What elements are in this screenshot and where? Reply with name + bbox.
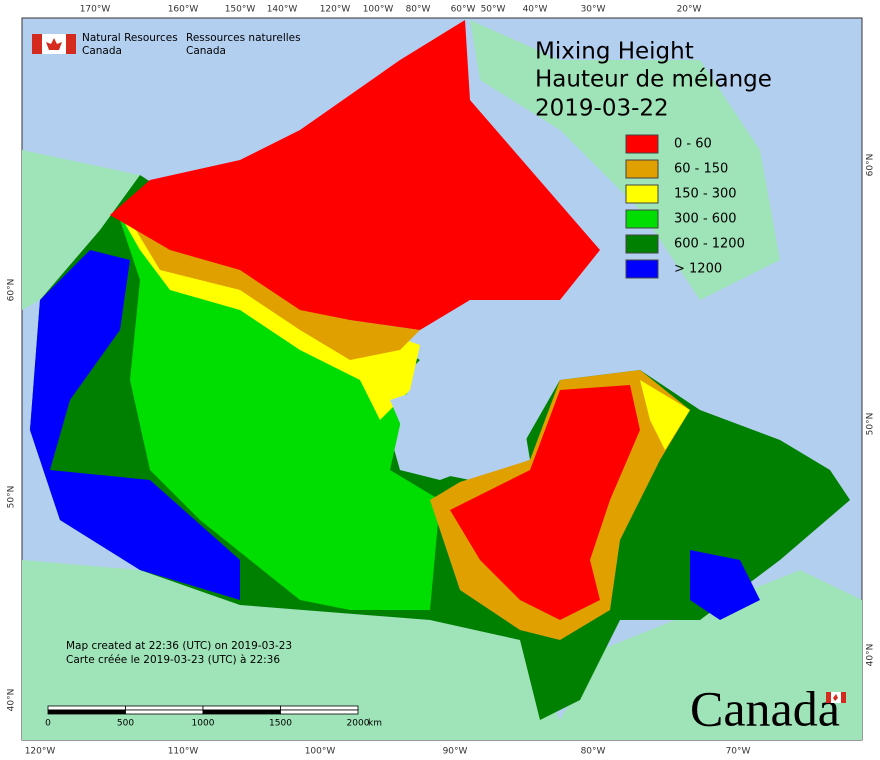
legend-swatch (625, 184, 659, 204)
longitude-label: 150°W (225, 5, 256, 15)
scale-label: 2000 (347, 719, 370, 729)
legend-label: 150 - 300 (674, 187, 737, 202)
credit: Carte créée le 2019-03-23 (UTC) à 22:36 (66, 654, 280, 666)
longitude-label: 80°W (406, 5, 431, 15)
scale-label: 0 (45, 719, 51, 729)
map-date: 2019-03-22 (535, 96, 669, 122)
legend-swatch (625, 134, 659, 154)
scale-label: 1000 (192, 719, 215, 729)
legend-swatch (625, 209, 659, 229)
canada-zones (30, 20, 850, 720)
scale-label: 500 (117, 719, 134, 729)
longitude-label: 170°W (80, 5, 111, 15)
latitude-label: 60°N (866, 154, 876, 177)
scale-segment (125, 709, 204, 715)
canada-flag-logo (32, 34, 76, 54)
longitude-label: 120°W (25, 747, 56, 757)
longitude-label: 70°W (726, 747, 751, 757)
canada-wordmark: Canada (690, 680, 846, 736)
longitude-label: 20°W (677, 5, 702, 15)
map-title: Hauteur de mélange (535, 67, 772, 93)
wordmark: Canada (690, 680, 840, 736)
scale-segment (202, 705, 281, 711)
latitude-label: 40°N (866, 644, 876, 667)
legend-swatch (625, 259, 659, 279)
scale-segment (280, 709, 359, 715)
scale-segment (125, 705, 204, 711)
longitude-label: 50°W (481, 5, 506, 15)
logo-text: Canada (82, 45, 122, 57)
map-title: Mixing Height (535, 39, 694, 65)
scale-segment (47, 709, 126, 715)
scale-segment (280, 705, 359, 711)
scale-segment (47, 705, 126, 711)
logo-text: Canada (186, 45, 226, 57)
longitude-label: 40°W (523, 5, 548, 15)
longitude-label: 80°W (581, 747, 606, 757)
legend-label: 300 - 600 (674, 212, 737, 227)
foreign-land (22, 20, 862, 740)
latitude-label: 60°N (7, 279, 17, 302)
logo-text: Ressources naturelles (186, 32, 301, 44)
legend-label: > 1200 (674, 262, 722, 277)
latitude-label: 50°N (866, 413, 876, 436)
logo-text: Natural Resources (82, 32, 178, 44)
scale-unit: km (368, 719, 382, 729)
longitude-label: 120°W (320, 5, 351, 15)
credit: Map created at 22:36 (UTC) on 2019-03-23 (66, 640, 292, 652)
scale-segment (202, 709, 281, 715)
legend-label: 0 - 60 (674, 137, 712, 152)
legend-label: 60 - 150 (674, 162, 728, 177)
longitude-label: 100°W (305, 747, 336, 757)
longitude-label: 140°W (267, 5, 298, 15)
longitude-label: 30°W (581, 5, 606, 15)
scale-label: 1500 (269, 719, 292, 729)
legend-swatch (625, 159, 659, 179)
longitude-label: 100°W (363, 5, 394, 15)
legend-label: 600 - 1200 (674, 237, 745, 252)
longitude-label: 90°W (443, 747, 468, 757)
longitude-label: 160°W (168, 5, 199, 15)
longitude-label: 60°W (451, 5, 476, 15)
latitude-label: 50°N (7, 486, 17, 509)
latitude-label: 40°N (7, 689, 17, 712)
legend-swatch (625, 234, 659, 254)
longitude-label: 110°W (168, 747, 199, 757)
